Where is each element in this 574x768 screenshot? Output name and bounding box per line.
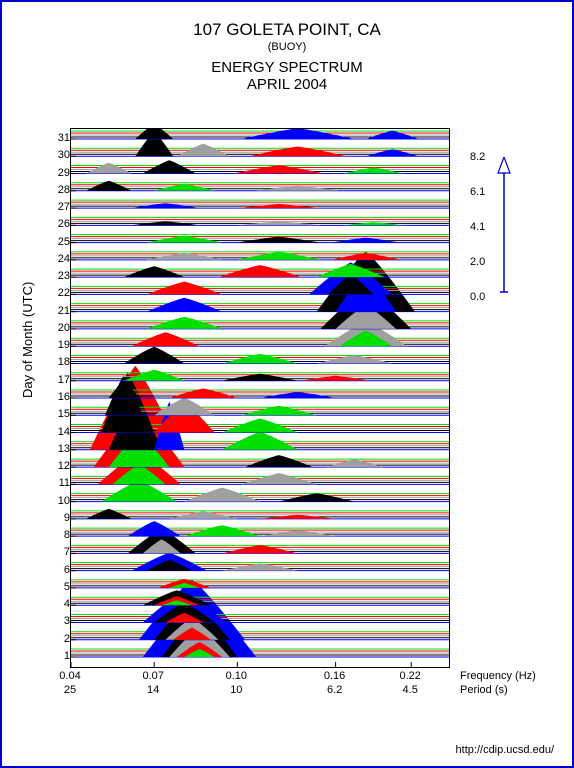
y-tick: 13 bbox=[52, 443, 70, 455]
y-tick: 9 bbox=[52, 512, 70, 524]
chart-header: 107 GOLETA POINT, CA (BUOY) ENERGY SPECT… bbox=[2, 2, 572, 93]
x-tick-freq: 0.04 bbox=[59, 670, 80, 682]
x-tick-period: 25 bbox=[64, 684, 76, 696]
y-tick: 31 bbox=[52, 132, 70, 144]
x-tick-freq: 0.10 bbox=[226, 670, 247, 682]
y-axis-ticks: 1234567891011121314151617181920212223242… bbox=[52, 128, 70, 666]
y-tick: 10 bbox=[52, 495, 70, 507]
spectrum-plot bbox=[71, 129, 449, 667]
x-axis-ticks: 0.040.070.100.160.222514106.24.5 bbox=[70, 670, 448, 706]
y-tick: 11 bbox=[52, 477, 70, 489]
legend-tick: 8.2 bbox=[470, 151, 485, 163]
title-date: APRIL 2004 bbox=[2, 76, 572, 93]
x-tick-freq: 0.16 bbox=[324, 670, 345, 682]
x-tick-period: 6.2 bbox=[327, 684, 342, 696]
title-station: 107 GOLETA POINT, CA bbox=[2, 20, 572, 40]
y-tick: 1 bbox=[52, 650, 70, 662]
footer-url: http://cdip.ucsd.edu/ bbox=[456, 744, 554, 756]
y-tick: 7 bbox=[52, 546, 70, 558]
x-axis-label-period: Period (s) bbox=[460, 684, 508, 696]
legend-arrow-icon bbox=[494, 157, 514, 297]
y-tick: 28 bbox=[52, 184, 70, 196]
y-tick: 15 bbox=[52, 408, 70, 420]
y-tick: 4 bbox=[52, 598, 70, 610]
y-tick: 30 bbox=[52, 149, 70, 161]
x-tick-period: 14 bbox=[147, 684, 159, 696]
y-tick: 27 bbox=[52, 201, 70, 213]
y-tick: 23 bbox=[52, 270, 70, 282]
y-tick: 2 bbox=[52, 633, 70, 645]
x-tick-period: 4.5 bbox=[403, 684, 418, 696]
y-tick: 29 bbox=[52, 167, 70, 179]
x-tick-period: 10 bbox=[230, 684, 242, 696]
y-tick: 24 bbox=[52, 253, 70, 265]
y-tick: 21 bbox=[52, 305, 70, 317]
y-tick: 25 bbox=[52, 236, 70, 248]
y-tick: 8 bbox=[52, 529, 70, 541]
title-spectrum: ENERGY SPECTRUM bbox=[2, 59, 572, 76]
x-tick-freq: 0.07 bbox=[142, 670, 163, 682]
y-tick: 14 bbox=[52, 426, 70, 438]
y-tick: 22 bbox=[52, 287, 70, 299]
y-tick: 12 bbox=[52, 460, 70, 472]
legend-tick: 6.1 bbox=[470, 186, 485, 198]
y-tick: 17 bbox=[52, 374, 70, 386]
plot-area bbox=[70, 128, 450, 668]
y-tick: 19 bbox=[52, 339, 70, 351]
legend-tick: 2.0 bbox=[470, 256, 485, 268]
x-tick-freq: 0.22 bbox=[399, 670, 420, 682]
y-axis-label: Day of Month (UTC) bbox=[20, 282, 35, 398]
y-tick: 20 bbox=[52, 322, 70, 334]
chart-frame: 107 GOLETA POINT, CA (BUOY) ENERGY SPECT… bbox=[0, 0, 574, 768]
y-tick: 3 bbox=[52, 615, 70, 627]
legend-tick: 4.1 bbox=[470, 221, 485, 233]
y-tick: 18 bbox=[52, 356, 70, 368]
energy-density-legend: 8.26.14.12.00.0 Energy Density (m^2/Hz) bbox=[470, 157, 550, 297]
x-axis-label-freq: Frequency (Hz) bbox=[460, 670, 536, 682]
y-tick: 6 bbox=[52, 564, 70, 576]
y-tick: 16 bbox=[52, 391, 70, 403]
legend-tick: 0.0 bbox=[470, 291, 485, 303]
y-tick: 26 bbox=[52, 218, 70, 230]
title-buoy: (BUOY) bbox=[2, 41, 572, 53]
y-tick: 5 bbox=[52, 581, 70, 593]
